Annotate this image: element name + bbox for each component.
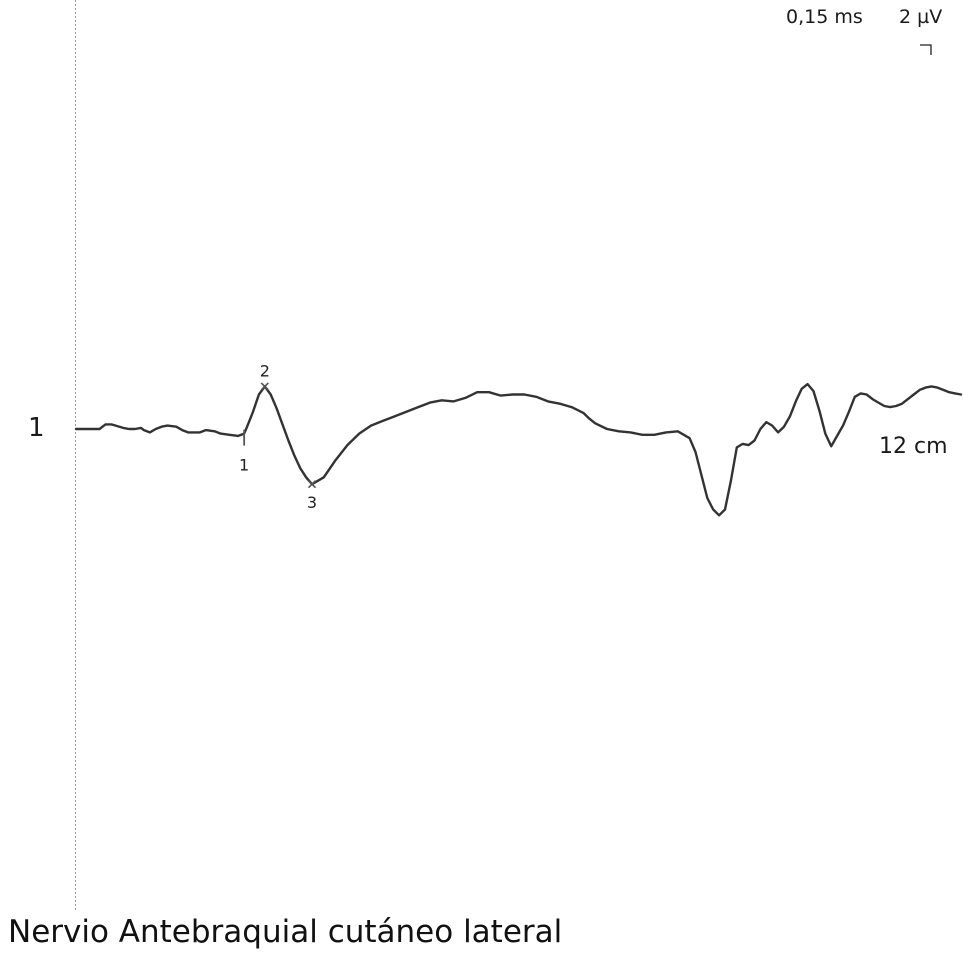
latency-marker-3[interactable]: 3 [307, 480, 317, 513]
time-scale-label: 0,15 ms [786, 6, 863, 28]
marker-layer: 1 2 3 [239, 361, 317, 512]
latency-marker-2[interactable]: 2 [260, 361, 270, 391]
trace-distance-label: 12 cm [879, 434, 948, 459]
latency-marker-label: 3 [307, 493, 317, 512]
latency-marker-label: 1 [239, 456, 249, 475]
page-title: Nervio Antebraquial cutáneo lateral [8, 914, 563, 950]
trace-layer [74, 382, 963, 517]
trace-number-label[interactable]: 1 [28, 413, 45, 443]
sensory-response-trace-1 [74, 382, 963, 517]
latency-marker-cross [260, 382, 269, 391]
amplitude-scale-label: 2 µV [899, 6, 943, 28]
scale-corner-icon [920, 44, 932, 55]
latency-marker-cross [307, 480, 317, 489]
latency-marker-label: 2 [260, 361, 270, 380]
latency-marker-1[interactable]: 1 [239, 429, 249, 475]
